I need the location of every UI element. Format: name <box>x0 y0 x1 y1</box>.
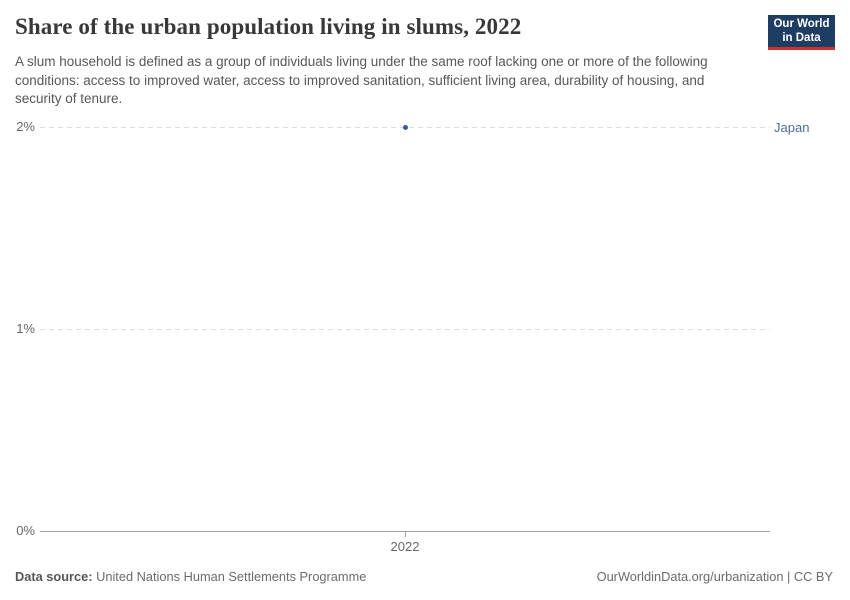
chart-title: Share of the urban population living in … <box>15 14 522 39</box>
y-tick-label: 2% <box>16 119 35 134</box>
y-tick-label: 1% <box>16 321 35 336</box>
entity-label-japan[interactable]: Japan <box>774 120 810 135</box>
data-source-value: United Nations Human Settlements Program… <box>96 569 367 584</box>
data-source-label: Data source: <box>15 569 93 584</box>
owid-logo-line2: in Data <box>782 31 821 44</box>
owid-logo[interactable]: Our World in Data <box>768 15 835 50</box>
data-source-note: Data source: United Nations Human Settle… <box>15 569 366 584</box>
chart-subtitle: A slum household is defined as a group o… <box>15 54 708 107</box>
data-point-japan[interactable] <box>402 124 408 130</box>
owid-logo-line1: Our World <box>773 18 830 30</box>
y-tick-label: 0% <box>16 523 35 538</box>
x-tick-label: 2022 <box>390 539 420 554</box>
x-tick-mark <box>404 531 406 537</box>
gridline <box>40 329 770 330</box>
attribution-link[interactable]: OurWorldinData.org/urbanization | CC BY <box>596 569 833 584</box>
